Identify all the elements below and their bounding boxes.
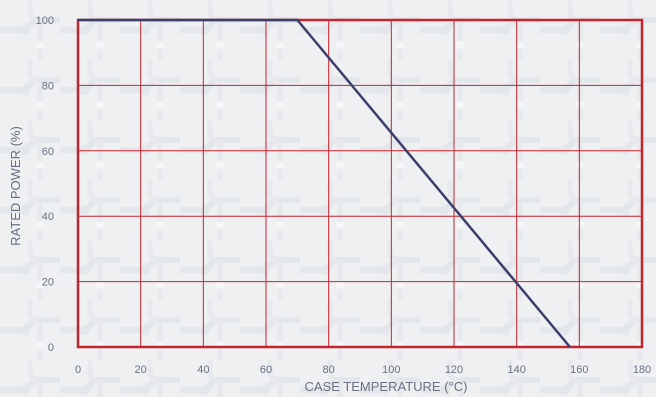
y-tick-label: 80 bbox=[42, 80, 54, 92]
plot-border bbox=[76, 18, 644, 349]
x-tick-label: 160 bbox=[570, 364, 588, 376]
x-tick-label: 120 bbox=[445, 364, 463, 376]
y-tick-label: 40 bbox=[42, 211, 54, 223]
y-tick-label: 0 bbox=[48, 342, 54, 354]
x-tick-label: 60 bbox=[260, 364, 272, 376]
y-tick-label: 100 bbox=[36, 15, 54, 27]
y-tick-label: 20 bbox=[42, 277, 54, 289]
x-tick-label: 20 bbox=[135, 364, 147, 376]
x-tick-label: 40 bbox=[197, 364, 209, 376]
y-axis-title: RATED POWER (%) bbox=[8, 126, 23, 246]
x-tick-label: 80 bbox=[323, 364, 335, 376]
x-tick-label: 100 bbox=[382, 364, 400, 376]
x-tick-label: 140 bbox=[507, 364, 525, 376]
y-tick-label: 60 bbox=[42, 146, 54, 158]
grid bbox=[76, 18, 644, 349]
series bbox=[78, 18, 571, 348]
x-axis-title: CASE TEMPERATURE (°C) bbox=[305, 379, 468, 394]
tick-labels: 0 20 40 60 80 100 120 140 160 180 0 20 40 60 80 100 bbox=[36, 15, 652, 376]
derating-curve bbox=[78, 18, 571, 348]
x-tick-label: 180 bbox=[633, 364, 651, 376]
x-tick-label: 0 bbox=[75, 364, 81, 376]
